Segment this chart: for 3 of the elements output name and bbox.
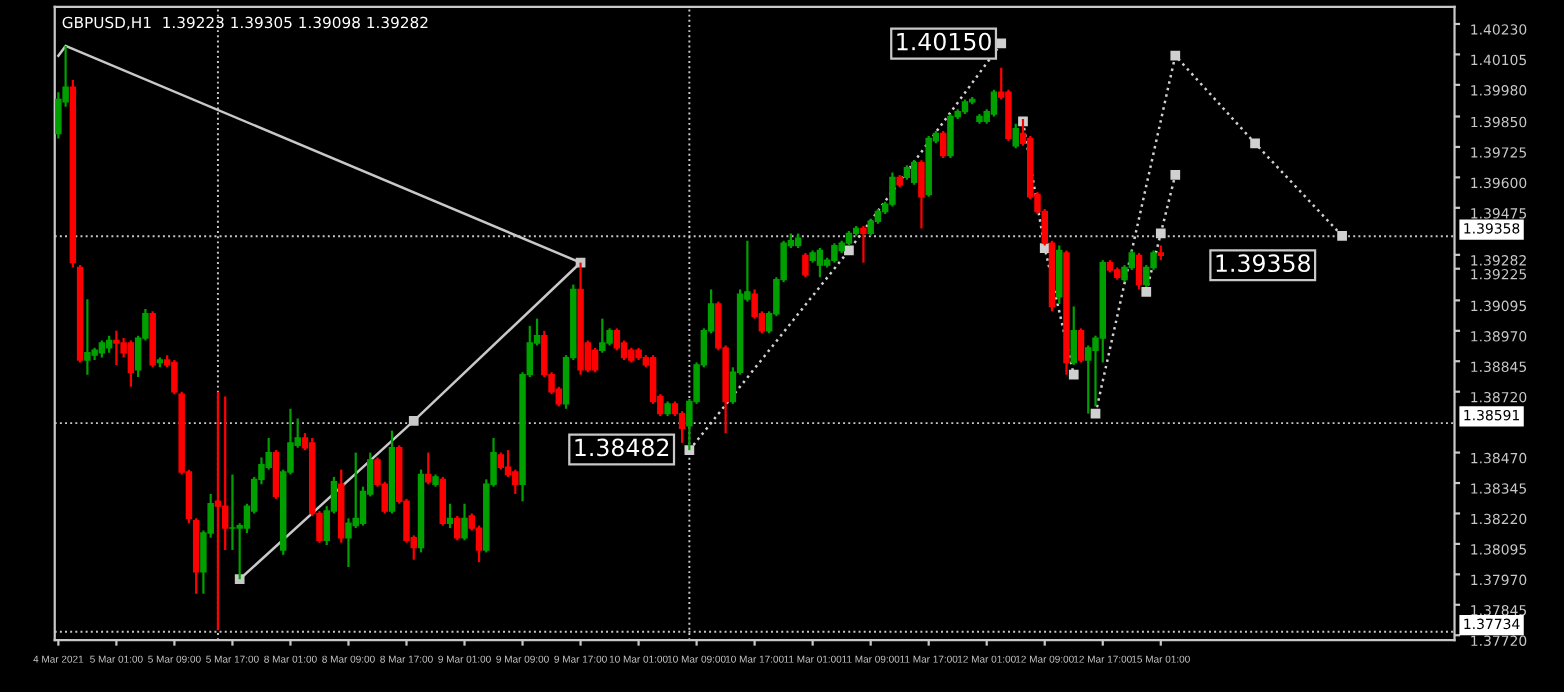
annotation: 1.40150 [897,32,991,51]
annotation: 1.39358 [1216,254,1310,273]
annotation: 1.38482 [575,438,669,457]
